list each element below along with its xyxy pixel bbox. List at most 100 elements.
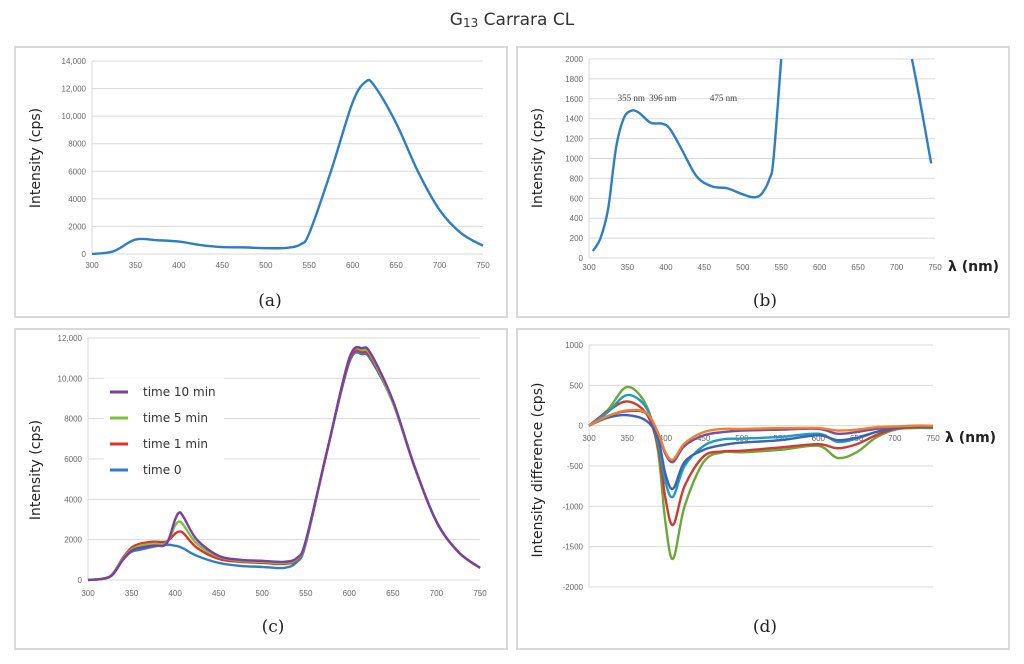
- y-tick-label: 1400: [565, 115, 583, 124]
- x-tick-label: 350: [621, 434, 635, 443]
- figure-title: G13 Carrara CL: [449, 10, 575, 30]
- panel-d: [516, 328, 1010, 650]
- x-tick-label: 650: [851, 263, 865, 272]
- panel-a: [14, 46, 508, 318]
- y-tick-label: -2000: [563, 583, 584, 592]
- x-tick-label: 550: [773, 434, 787, 443]
- y-tick-label: 2000: [565, 55, 583, 64]
- legend-background: [104, 378, 224, 478]
- y-tick-label: 400: [570, 214, 584, 223]
- y-tick-label: 6000: [64, 455, 82, 464]
- x-tick-label: 400: [168, 589, 182, 598]
- legend-label: time 1 min: [143, 437, 208, 451]
- y-tick-label: 12,000: [62, 85, 87, 94]
- x-tick-label: 550: [299, 589, 313, 598]
- y-tick-label: 2000: [64, 536, 82, 545]
- series-line-0: [91, 78, 484, 256]
- y-tick-label: 2000: [68, 222, 86, 231]
- panel-b: [516, 46, 1010, 318]
- y-tick-label: 1200: [565, 135, 583, 144]
- series-line-0: [588, 385, 934, 560]
- panel-caption: (d): [753, 617, 777, 637]
- x-tick-label: 400: [659, 263, 673, 272]
- y-tick-label: 10,000: [58, 374, 83, 383]
- x-tick-label: 300: [81, 589, 95, 598]
- x-tick-label: 650: [389, 261, 403, 270]
- y-tick-label: 12,000: [58, 334, 83, 343]
- peak-annotation: 396 nm: [649, 93, 676, 103]
- series-line-5: [588, 408, 934, 462]
- legend-label: time 10 min: [143, 385, 216, 399]
- panel-caption: (c): [262, 617, 285, 637]
- x-tick-label: 750: [928, 263, 942, 272]
- y-tick-label: 10,000: [62, 112, 87, 121]
- y-tick-label: 14,000: [62, 57, 87, 66]
- peak-annotation: 355 nm: [618, 93, 645, 103]
- y-tick-label: 0: [579, 254, 584, 263]
- x-tick-label: 350: [621, 263, 635, 272]
- x-tick-label: 600: [812, 434, 826, 443]
- x-tick-label: 300: [85, 261, 99, 270]
- x-tick-label: 700: [888, 434, 902, 443]
- series-line-0: [910, 58, 933, 164]
- x-tick-label: 600: [813, 263, 827, 272]
- x-tick-label: 750: [926, 434, 940, 443]
- x-tick-label: 500: [259, 261, 273, 270]
- y-tick-label: 0: [78, 576, 83, 585]
- x-tick-label: 350: [129, 261, 143, 270]
- x-axis-label: λ (nm): [948, 259, 999, 275]
- x-tick-label: 600: [343, 589, 357, 598]
- y-tick-label: -1000: [563, 502, 584, 511]
- y-axis-label: Intensity difference (cps): [530, 383, 546, 558]
- y-tick-label: -1500: [563, 543, 584, 552]
- y-tick-label: 500: [570, 381, 584, 390]
- y-tick-label: 800: [570, 174, 584, 183]
- legend-label: time 5 min: [143, 411, 208, 425]
- y-axis-label: Intensity (cps): [28, 108, 44, 208]
- x-axis-label: λ (nm): [945, 430, 996, 446]
- panel-caption: (b): [753, 291, 777, 311]
- y-tick-label: 1000: [565, 341, 583, 350]
- x-tick-label: 450: [697, 434, 711, 443]
- x-tick-label: 300: [582, 434, 596, 443]
- y-tick-label: 200: [570, 234, 584, 243]
- y-tick-label: 1000: [565, 155, 583, 164]
- x-tick-label: 700: [890, 263, 904, 272]
- panel-c: [14, 328, 508, 650]
- x-tick-label: 350: [125, 589, 139, 598]
- y-tick-label: 1800: [565, 75, 583, 84]
- y-tick-label: 4000: [68, 195, 86, 204]
- y-tick-label: 0: [82, 250, 87, 259]
- x-tick-label: 400: [172, 261, 186, 270]
- y-axis-label: Intensity (cps): [28, 420, 44, 520]
- x-tick-label: 450: [212, 589, 226, 598]
- x-tick-label: 450: [698, 263, 712, 272]
- y-tick-label: 0: [579, 422, 584, 431]
- y-tick-label: 4000: [64, 495, 82, 504]
- x-tick-label: 650: [386, 589, 400, 598]
- y-tick-label: 1600: [565, 95, 583, 104]
- peak-annotation: 475 nm: [710, 93, 737, 103]
- x-tick-label: 750: [476, 261, 490, 270]
- x-tick-label: 400: [659, 434, 673, 443]
- y-axis-label: Intensity (cps): [530, 108, 546, 208]
- x-tick-label: 300: [582, 263, 596, 272]
- x-tick-label: 750: [473, 589, 487, 598]
- x-tick-label: 500: [256, 589, 270, 598]
- series-line-0: [591, 58, 783, 252]
- x-tick-label: 600: [346, 261, 360, 270]
- x-tick-label: 550: [303, 261, 317, 270]
- x-tick-label: 550: [775, 263, 789, 272]
- y-tick-label: 8000: [64, 415, 82, 424]
- y-tick-label: -500: [567, 462, 584, 471]
- y-tick-label: 600: [570, 194, 584, 203]
- series-line-time-10-min: [87, 345, 481, 582]
- x-tick-label: 700: [430, 589, 444, 598]
- legend-label: time 0: [143, 463, 182, 477]
- y-tick-label: 6000: [68, 167, 86, 176]
- x-tick-label: 450: [216, 261, 230, 270]
- x-tick-label: 500: [736, 263, 750, 272]
- series-line-3: [588, 413, 934, 491]
- y-tick-label: 8000: [68, 140, 86, 149]
